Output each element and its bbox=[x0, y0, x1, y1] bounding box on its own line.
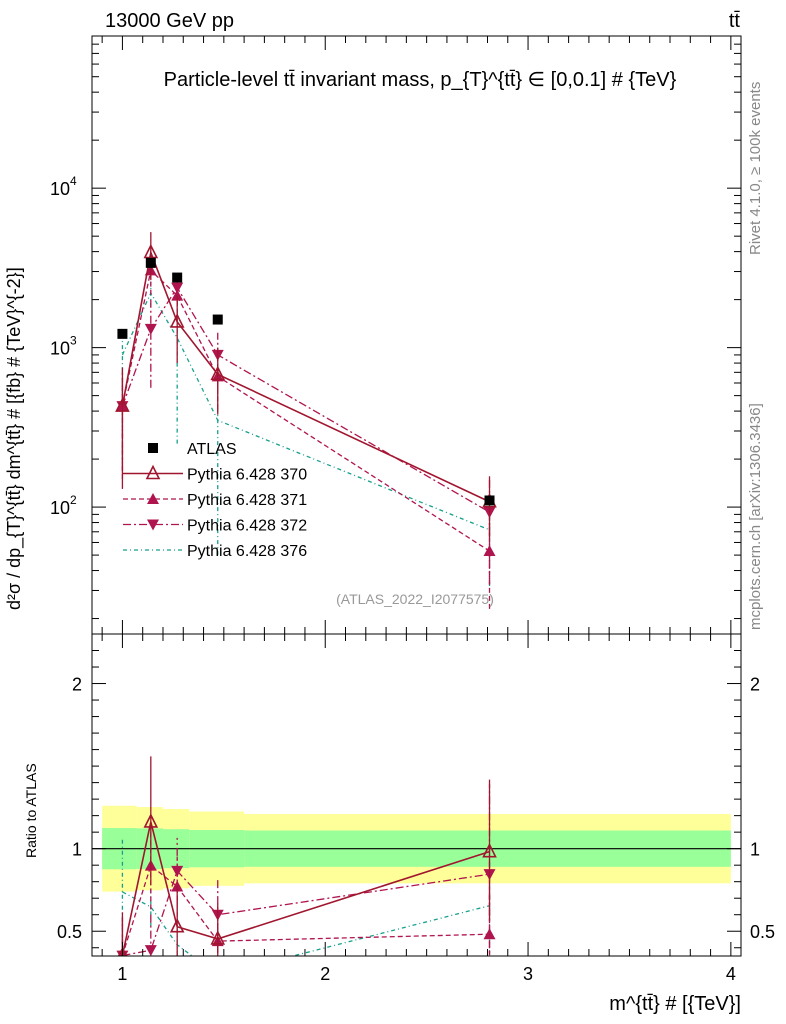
data-point-pythia-6-428-371 bbox=[171, 289, 184, 301]
legend-marker-atlas bbox=[148, 443, 158, 453]
y-tick-exponent: 3 bbox=[70, 334, 77, 348]
y-tick-exponent: 2 bbox=[70, 493, 77, 507]
legend-label-atlas: ATLAS bbox=[187, 441, 237, 458]
ratio-point-pythia-6-428-372 bbox=[144, 945, 157, 956]
x-tick-label: 1 bbox=[117, 964, 127, 984]
legend-marker-pythia-6-428-371 bbox=[147, 493, 159, 504]
ratio-bands bbox=[92, 805, 741, 892]
plot-title: Particle-level tt̄ invariant mass, p_{T}… bbox=[164, 69, 677, 91]
ratio-tick-label: 1 bbox=[72, 840, 82, 860]
analysis-tag: (ATLAS_2022_I2077575) bbox=[336, 591, 494, 607]
data-point-pythia-6-428-370 bbox=[210, 365, 226, 381]
ratio-point-pythia-6-428-370 bbox=[143, 813, 159, 828]
series-line-pythia-6-428-376 bbox=[121, 291, 490, 531]
data-point-pythia-6-428-370 bbox=[143, 243, 159, 259]
legend-marker-pythia-6-428-370 bbox=[145, 464, 161, 480]
ratio-tick-label-right: 2 bbox=[750, 675, 760, 695]
ratio-frame bbox=[91, 633, 742, 957]
ratio-series-group bbox=[116, 756, 497, 956]
ratio-tick-label-right: 1 bbox=[750, 840, 760, 860]
ratio-tick-label: 2 bbox=[72, 675, 82, 695]
data-point-atlas bbox=[212, 314, 223, 325]
ratio-point-pythia-6-428-370 bbox=[482, 842, 497, 858]
y-tick-exponent: 4 bbox=[70, 174, 77, 188]
ratio-axis-ticks: 1 2 3 4 0.5 0.5 1 1 2 2 bbox=[57, 634, 775, 984]
main-series-group bbox=[115, 232, 497, 609]
rivet-label: Rivet 4.1.0, ≥ 100k events bbox=[747, 82, 764, 255]
data-point-pythia-6-428-370 bbox=[115, 397, 130, 412]
y-tick-label: 10 bbox=[50, 179, 70, 199]
ratio-y-axis-label: Ratio to ATLAS bbox=[23, 763, 39, 858]
x-tick-label: 2 bbox=[320, 964, 330, 984]
legend-label-pythia-6-428-372: Pythia 6.428 372 bbox=[187, 518, 307, 535]
x-axis-label: m^{tt̄} # [{TeV}] bbox=[609, 993, 741, 1015]
ratio-tick-label: 0.5 bbox=[57, 922, 82, 942]
ratio-point-pythia-6-428-372 bbox=[171, 865, 184, 877]
ratio-point-pythia-6-428-370 bbox=[169, 917, 185, 933]
series-line-pythia-6-428-371 bbox=[121, 269, 490, 552]
legend: ATLAS Pythia 6.428 370 Pythia 6.428 371 Pyt… bbox=[123, 441, 307, 560]
data-point-pythia-6-428-371 bbox=[483, 545, 496, 557]
y-tick-label: 10 bbox=[50, 498, 70, 518]
y-tick-label: 10 bbox=[50, 339, 70, 359]
x-tick-label: 3 bbox=[523, 964, 533, 984]
data-point-pythia-6-428-372 bbox=[144, 323, 157, 335]
legend-label-pythia-6-428-376: Pythia 6.428 376 bbox=[187, 543, 307, 560]
energy-label: 13000 GeV pp bbox=[105, 10, 234, 32]
ratio-panel: 1 2 3 4 0.5 0.5 1 1 2 2 Ratio to ATLAS m^{tt̄} # … bbox=[23, 633, 775, 1015]
legend-marker-pythia-6-428-372 bbox=[147, 519, 159, 531]
ratio-tick-label-right: 0.5 bbox=[750, 922, 775, 942]
data-point-atlas bbox=[117, 328, 128, 339]
ratio-point-pythia-6-428-371 bbox=[483, 928, 496, 940]
ratio-point-pythia-6-428-370 bbox=[117, 946, 128, 956]
legend-label-pythia-6-428-371: Pythia 6.428 371 bbox=[187, 492, 307, 509]
data-point-pythia-6-428-370 bbox=[169, 313, 185, 328]
data-point-atlas bbox=[145, 257, 156, 268]
data-point-atlas bbox=[172, 272, 183, 283]
x-tick-label: 4 bbox=[726, 964, 736, 984]
y-axis-label: d²σ / dp_{T}^{tt̄} dm^{tt̄} # [{fb} # {T… bbox=[4, 267, 25, 610]
ratio-point-pythia-6-428-370 bbox=[210, 930, 226, 945]
legend-label-pythia-6-428-370: Pythia 6.428 370 bbox=[187, 467, 307, 484]
mcplots-label: mcplots.cern.ch [arXiv:1306.3436] bbox=[747, 403, 764, 630]
process-label: tt̄ bbox=[729, 10, 741, 32]
data-point-atlas bbox=[484, 495, 495, 506]
